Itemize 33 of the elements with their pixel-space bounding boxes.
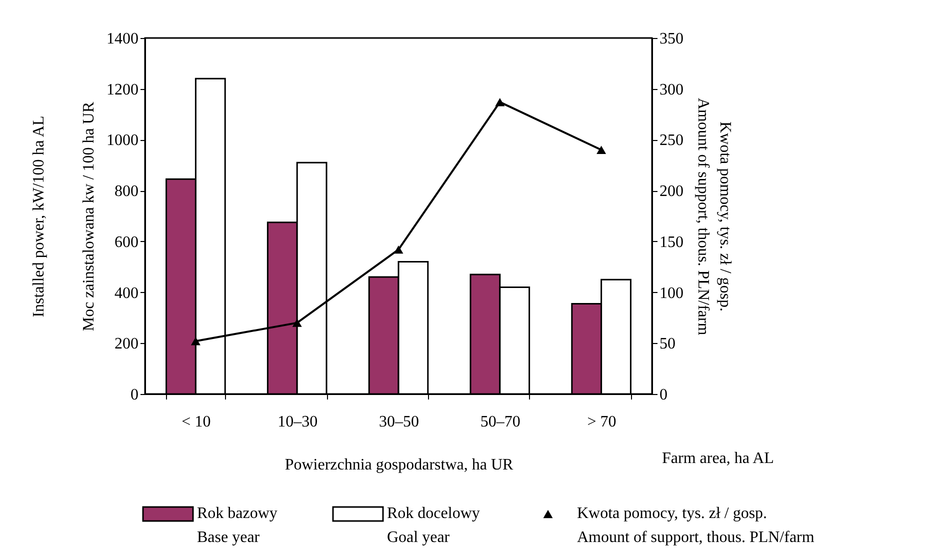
x-tick-label: 50–70 xyxy=(480,414,520,430)
y2-tick-label: 300 xyxy=(660,81,684,98)
y-tick-label: 1400 xyxy=(106,30,138,48)
x-axis-title: Powierzchnia gospodarstwa, ha UR xyxy=(284,456,514,474)
legend-label: Kwota pomocy, tys. zł / gosp. Amount of support, thous. PLN/farm xyxy=(577,505,815,546)
point xyxy=(596,146,606,154)
x-tick-label: 30–50 xyxy=(379,414,419,430)
text: Farm area, ha AL xyxy=(662,450,774,467)
y2-tick-label: 50 xyxy=(660,336,676,353)
point xyxy=(495,98,505,106)
y-tick-label: 1200 xyxy=(106,81,138,98)
y2-tick-label: 200 xyxy=(660,183,684,200)
y-tick-label: 800 xyxy=(114,183,138,200)
x-tick-label: < 10 xyxy=(182,414,211,430)
y-tick-label: 200 xyxy=(114,336,138,353)
y2-tick-label: 250 xyxy=(660,132,684,150)
point xyxy=(292,318,302,327)
legend-label: Rok bazowy Base year xyxy=(197,505,278,546)
y-tick-label: 400 xyxy=(114,284,138,302)
y-tick-label: 0 xyxy=(130,386,138,404)
legend-label: Rok docelowy Goal year xyxy=(387,505,480,546)
y2-tick-label: 0 xyxy=(660,386,668,404)
x-tick-label: 10–30 xyxy=(278,414,318,430)
y2-axis-title: Kwota pomocy, tys. zł / gosp. Amount of support, thous. PLN/farm xyxy=(694,98,734,336)
point xyxy=(394,245,404,254)
y-tick-label: 1000 xyxy=(106,132,138,150)
y2-tick-label: 100 xyxy=(660,284,684,302)
point xyxy=(190,337,200,346)
x-tick-label: > 70 xyxy=(587,414,616,430)
y2-tick-label: 150 xyxy=(660,234,684,251)
y2-tick-label: 350 xyxy=(660,30,684,48)
y-tick-label: 600 xyxy=(114,234,138,251)
text: Installed power, kW/100 ha AL Moc zainstalowana kw / 100 ha UR xyxy=(30,102,98,332)
